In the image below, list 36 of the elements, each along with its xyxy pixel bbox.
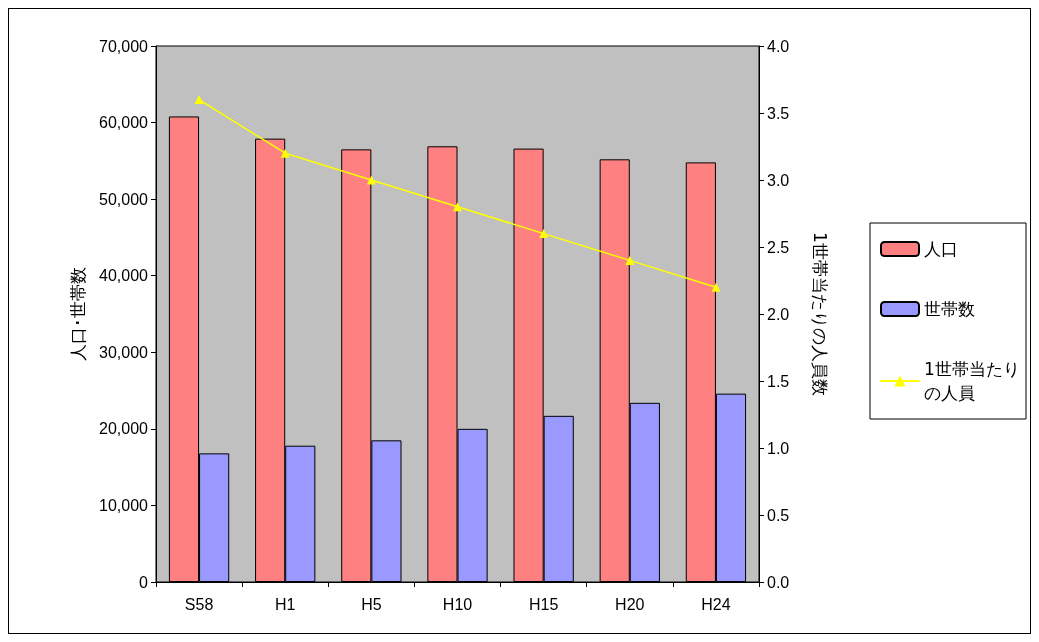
y2-axis-title: 1世帯当たりの人員数 — [809, 232, 830, 396]
x-tick-label: H10 — [442, 595, 473, 613]
y2-tick-label: 0.0 — [767, 573, 790, 591]
y2-tick-label: 4.0 — [767, 37, 790, 55]
point — [625, 255, 635, 265]
x-tick-label: S58 — [184, 595, 214, 613]
y-tick-label: 30,000 — [99, 343, 149, 361]
y-tick-label: 20,000 — [99, 420, 149, 438]
point — [194, 95, 204, 105]
y-axis-title: 人口･世帯数 — [67, 267, 88, 361]
legend-label: 1世帯当たりの人員 — [924, 359, 1020, 403]
x-tick-label: H5 — [361, 595, 382, 613]
y2-tick-label: 2.0 — [767, 305, 790, 323]
y-tick-label: 70,000 — [99, 37, 149, 55]
x-tick-label: H15 — [528, 595, 559, 613]
y-tick-label: 40,000 — [99, 267, 149, 285]
y2-tick-label: 3.5 — [767, 104, 790, 122]
point — [280, 148, 290, 158]
y-tick-label: 50,000 — [99, 190, 149, 208]
point — [539, 229, 549, 239]
y-tick-label: 0 — [139, 573, 149, 591]
y2-tick-label: 1.0 — [767, 439, 790, 457]
legend-label: 人口 — [924, 239, 958, 259]
y2-tick-label: 3.0 — [767, 171, 790, 189]
y-tick-label: 60,000 — [99, 114, 149, 132]
y2-tick-label: 1.5 — [767, 372, 790, 390]
point — [711, 282, 721, 292]
point — [453, 202, 462, 212]
x-tick-label: H1 — [274, 595, 296, 613]
y-tick-label: 10,000 — [99, 496, 149, 514]
point — [366, 175, 376, 185]
y2-tick-label: 2.5 — [767, 238, 790, 256]
y2-tick-label: 0.5 — [767, 506, 790, 524]
x-tick-label: H20 — [615, 595, 645, 613]
legend-label: 世帯数 — [924, 299, 975, 319]
x-tick-label: H24 — [701, 595, 731, 613]
